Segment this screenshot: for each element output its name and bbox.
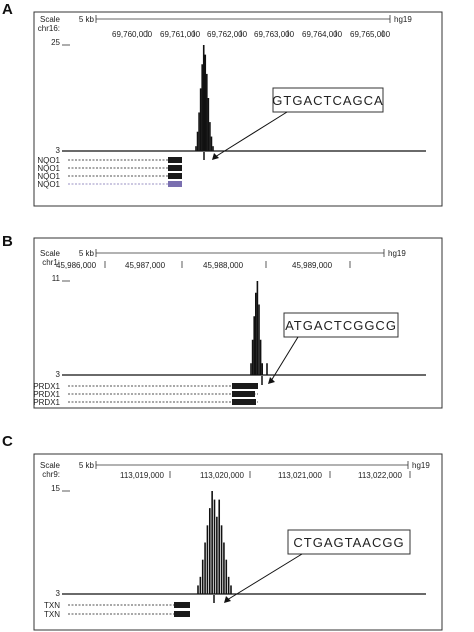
panel-letter: A [2,1,13,18]
gene-label: NQO1 [37,172,60,181]
gene-exon-block [232,399,256,405]
chrom-label: chr16: [38,24,60,33]
scale-label: Scale [40,249,61,258]
assembly-label: hg19 [412,461,430,470]
motif-arrowhead [224,596,231,603]
coordinate-tick-label: 113,022,000 [358,471,402,480]
coordinate-tick-label: 69,765,000 [350,30,391,39]
gene-exon-block [232,383,258,389]
gene-exon-block [168,181,182,187]
motif-box [287,529,411,555]
motif-arrow [270,336,299,382]
coordinate-tick-label: 113,019,000 [120,471,164,480]
motif-box [283,312,399,338]
motif-box [272,87,384,113]
coordinate-tick-label: 69,762,000 [207,30,248,39]
ymin-label: 3 [56,146,61,155]
gene-label: PRDX1 [33,382,60,391]
coordinate-tick-label: 69,763,000 [254,30,295,39]
ymin-label: 3 [56,589,61,598]
scale-value: 5 kb [79,461,95,470]
panel-letter: C [2,433,13,450]
scale-label: Scale [40,461,61,470]
gene-label: TXN [44,601,60,610]
gene-exon-block [168,165,182,171]
gene-label: NQO1 [37,164,60,173]
ymax-label: 15 [51,484,60,493]
panel-frame [33,453,443,631]
chrom-label: chr9: [42,470,60,479]
motif-arrowhead [212,153,219,160]
coordinate-tick-label: 45,986,000 [56,261,97,270]
motif-sequence: ATGACTCGGCG [285,318,397,333]
motif-arrowhead [268,377,275,384]
coordinate-tick-label: 113,021,000 [278,471,322,480]
panel-frame [33,237,443,409]
gene-exon-block [168,173,182,179]
coordinate-tick-label: 69,764,000 [302,30,343,39]
gene-label: TXN [44,610,60,619]
gene-label: PRDX1 [33,398,60,407]
gene-exon-block [232,391,255,397]
panel-letter: B [2,233,13,250]
motif-arrow [226,553,303,601]
assembly-label: hg19 [394,15,412,24]
ymax-label: 25 [51,38,60,47]
ymin-label: 3 [56,370,61,379]
chrom-label: chr1: [42,258,60,267]
assembly-label: hg19 [388,249,406,258]
scale-value: 5 kb [79,249,95,258]
gene-label: NQO1 [37,180,60,189]
scale-value: 5 kb [79,15,95,24]
coordinate-tick-label: 45,989,000 [292,261,333,270]
gene-label: NQO1 [37,156,60,165]
coordinate-tick-label: 113,020,000 [200,471,244,480]
gene-exon-block [168,157,182,163]
coordinate-tick-label: 69,760,000 [112,30,153,39]
scale-label: Scale [40,15,61,24]
gene-label: PRDX1 [33,390,60,399]
panel-frame [33,11,443,207]
motif-sequence: GTGACTCAGCA [272,93,383,108]
coordinate-tick-label: 69,761,000 [160,30,201,39]
ymax-label: 11 [52,274,61,283]
coordinate-tick-label: 45,988,000 [203,261,244,270]
motif-sequence: CTGAGTAACGG [293,535,404,550]
gene-exon-block [174,602,190,608]
coordinate-tick-label: 45,987,000 [125,261,166,270]
gene-exon-block [174,611,190,617]
motif-arrow [214,111,288,158]
